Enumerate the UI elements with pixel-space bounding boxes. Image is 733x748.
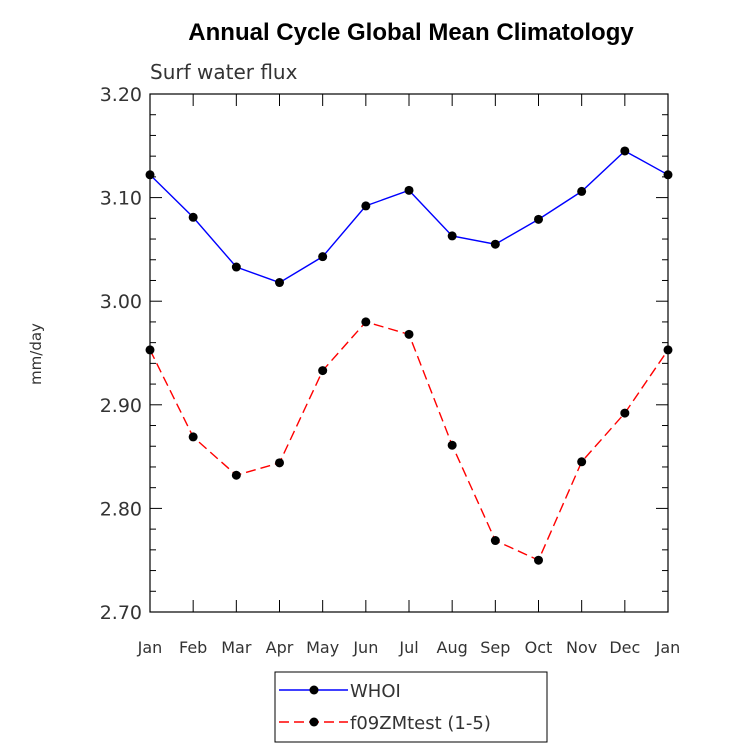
series-line-2 xyxy=(149,321,669,562)
x-tick-label: Dec xyxy=(609,638,640,657)
data-point-series-1 xyxy=(490,239,500,249)
data-point-series-2 xyxy=(447,440,457,450)
data-point-series-2 xyxy=(188,432,198,442)
data-point-series-1 xyxy=(620,146,630,156)
data-point-series-2 xyxy=(490,536,500,546)
data-point-series-1 xyxy=(534,214,543,224)
data-point-series-1 xyxy=(663,170,673,180)
data-point-series-1 xyxy=(447,231,457,241)
data-point-series-1 xyxy=(275,278,284,288)
data-point-series-2 xyxy=(577,457,587,467)
x-tick-label: Jan xyxy=(137,638,163,657)
data-point-series-2 xyxy=(231,470,241,480)
data-point-series-1 xyxy=(188,212,198,222)
series-layer xyxy=(145,146,673,565)
legend-label-1: WHOI xyxy=(350,681,401,702)
data-point-series-2 xyxy=(145,345,155,355)
x-tick-label: Feb xyxy=(179,638,207,657)
data-point-series-1 xyxy=(404,185,414,195)
y-tick-label: 3.00 xyxy=(100,291,142,313)
y-tick-label: 3.10 xyxy=(100,188,142,210)
y-tick-label: 2.80 xyxy=(100,498,142,520)
x-tick-label: Aug xyxy=(437,638,468,657)
data-point-series-2 xyxy=(404,329,414,339)
data-point-series-2 xyxy=(318,366,328,376)
data-point-series-1 xyxy=(318,252,328,262)
y-tick-label: 2.90 xyxy=(100,395,142,417)
x-tick-label: Nov xyxy=(566,638,597,657)
x-tick-label: Jul xyxy=(398,638,418,657)
data-point-series-2 xyxy=(361,317,371,327)
chart-subtitle: Surf water flux xyxy=(150,60,298,84)
x-tick-label: Jan xyxy=(655,638,681,657)
data-point-series-1 xyxy=(361,201,371,211)
plot-frame xyxy=(149,93,669,613)
x-tick-label: Jun xyxy=(352,638,378,657)
y-tick-label: 3.20 xyxy=(100,84,142,106)
x-tick-label: Mar xyxy=(221,638,252,657)
x-tick-label: Oct xyxy=(525,638,553,657)
x-tick-label: Sep xyxy=(480,638,510,657)
legend-box xyxy=(274,671,548,743)
legend-marker-1 xyxy=(309,685,319,695)
legend-marker-2 xyxy=(309,717,319,727)
axis-ticks: 2.70 2.80 2.90 3.00 3.10 3.20 Jan Feb Mar Apr May J… xyxy=(100,84,681,657)
data-point-series-2 xyxy=(275,458,284,468)
chart-title: Annual Cycle Global Mean Climatology xyxy=(188,19,634,46)
data-point-series-1 xyxy=(577,186,587,196)
data-point-series-2 xyxy=(663,345,673,355)
legend: WHOI f09ZMtest (1-5) xyxy=(274,671,548,743)
x-tick-label: Apr xyxy=(266,638,294,657)
y-axis-label: mm/day xyxy=(27,323,45,385)
data-point-series-2 xyxy=(534,555,543,565)
series-line-1 xyxy=(149,150,669,284)
data-point-series-1 xyxy=(145,170,155,180)
data-point-series-2 xyxy=(620,408,630,418)
y-tick-label: 2.70 xyxy=(100,602,142,624)
data-point-series-1 xyxy=(231,262,241,272)
x-tick-label: May xyxy=(306,638,339,657)
legend-label-2: f09ZMtest (1-5) xyxy=(350,713,491,734)
